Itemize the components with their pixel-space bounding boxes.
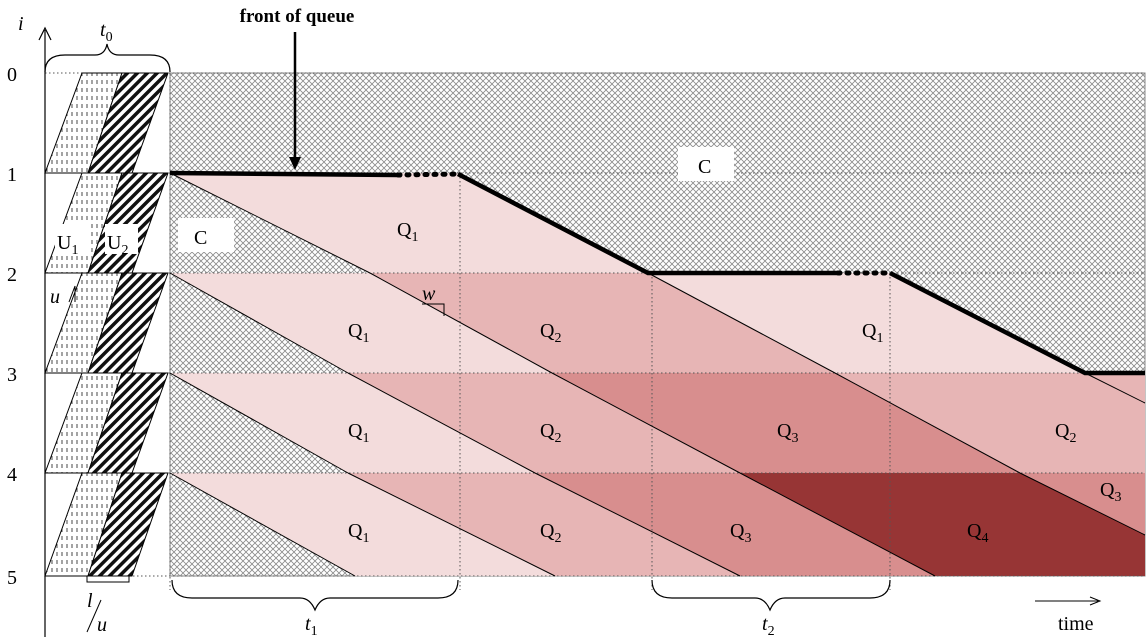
q2-region-row3-right xyxy=(835,373,1145,473)
u-slope-marker xyxy=(68,285,76,303)
q3-region-row4 xyxy=(535,473,935,576)
row-label-2: 2 xyxy=(7,264,17,286)
t1-label: t1 xyxy=(305,613,318,639)
q-label: Q4 xyxy=(967,520,988,546)
q-label: Q3 xyxy=(1100,479,1121,505)
time-label: time xyxy=(1058,613,1094,635)
q-label: Q2 xyxy=(540,320,561,346)
t0-brace xyxy=(44,43,171,73)
q2-region-row2 xyxy=(370,273,835,373)
q-label: Q1 xyxy=(348,320,369,346)
l-over-u-slash xyxy=(86,599,102,633)
u2-label: U2 xyxy=(107,232,128,258)
u1-label: U1 xyxy=(57,232,78,258)
q-label: Q3 xyxy=(730,520,751,546)
t1-brace xyxy=(171,579,459,612)
queue-regions xyxy=(170,173,1145,576)
front-of-queue-label: front of queue xyxy=(240,6,355,27)
q-label: Q1 xyxy=(397,219,418,245)
q3-region-row3 xyxy=(552,373,1020,473)
row-label-3: 3 xyxy=(7,364,17,386)
w-slope-marker xyxy=(422,303,445,316)
y-axis-label: i xyxy=(18,13,24,35)
row-label-4: 4 xyxy=(7,464,17,486)
q-label: Q1 xyxy=(348,520,369,546)
row-label-0: 0 xyxy=(7,64,17,86)
q1-region-row2-right xyxy=(648,273,1085,373)
l-over-u-bracket xyxy=(86,575,130,583)
q4-region-row4 xyxy=(740,473,1145,576)
y-axis-arrow xyxy=(38,26,52,41)
q-label: Q2 xyxy=(540,520,561,546)
arrow-head xyxy=(289,157,301,170)
q1-region-row2 xyxy=(170,273,552,373)
c-label-left: C xyxy=(194,227,207,249)
q-label: Q2 xyxy=(540,420,561,446)
q2-region-row3 xyxy=(348,373,740,473)
q1-region-row1 xyxy=(170,173,648,273)
q-label: Q2 xyxy=(1055,420,1076,446)
q-label: Q1 xyxy=(862,320,883,346)
uncongested-strips xyxy=(44,72,169,577)
t2-brace xyxy=(651,579,891,612)
row-labels: 0 1 2 3 4 5 xyxy=(7,64,17,589)
time-markers xyxy=(169,73,891,590)
t2-label: t2 xyxy=(762,613,775,639)
time-arrow-head xyxy=(1089,596,1102,606)
queue-labels: Q1 Q1 Q2 Q1 Q1 Q2 Q3 Q2 Q1 Q2 Q3 Q4 Q3 xyxy=(348,219,1121,546)
q1-region-row4 xyxy=(170,473,555,576)
row-label-5: 5 xyxy=(7,567,17,589)
q-label: Q3 xyxy=(777,420,798,446)
front-of-queue-line xyxy=(169,170,1145,376)
q1-region-row3 xyxy=(170,373,535,473)
u2-strip-row4 xyxy=(87,472,169,577)
u-labels: U1 U2 xyxy=(55,224,138,258)
row-label-1: 1 xyxy=(7,164,17,186)
u-label: u xyxy=(50,286,60,308)
w-label: w xyxy=(422,283,436,305)
l-over-u-num: l xyxy=(87,590,93,612)
t0-label: t0 xyxy=(100,19,113,45)
c-label-top: C xyxy=(698,156,711,178)
q2-region-row4 xyxy=(348,473,740,576)
l-over-u-den: u xyxy=(97,614,107,636)
q-label: Q1 xyxy=(348,420,369,446)
row-separators xyxy=(45,72,1145,577)
